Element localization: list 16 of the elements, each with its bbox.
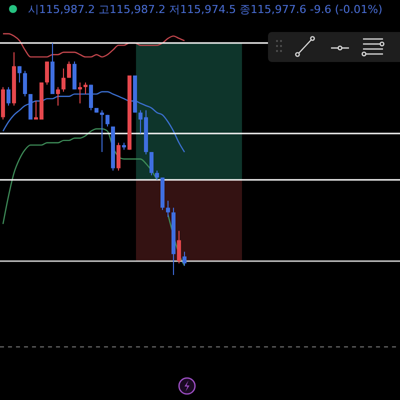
candlestick — [18, 66, 22, 83]
candlestick — [116, 142, 120, 172]
candlestick — [166, 200, 170, 218]
candlestick — [6, 86, 10, 106]
candlestick — [56, 86, 60, 106]
candlestick — [182, 251, 186, 266]
candlestick — [62, 68, 66, 92]
candlestick — [45, 61, 49, 86]
candlestick — [78, 82, 82, 104]
chart-title: 시115,987.2 고115,987.2 저115,974.5 종115,977.6 -9.6 (-0.01%) — [28, 3, 382, 16]
candlestick — [150, 152, 154, 176]
candlestick — [177, 230, 181, 264]
candlestick — [23, 70, 27, 97]
candlestick — [155, 170, 159, 180]
candlestick — [67, 61, 71, 78]
candlestick — [100, 110, 104, 153]
